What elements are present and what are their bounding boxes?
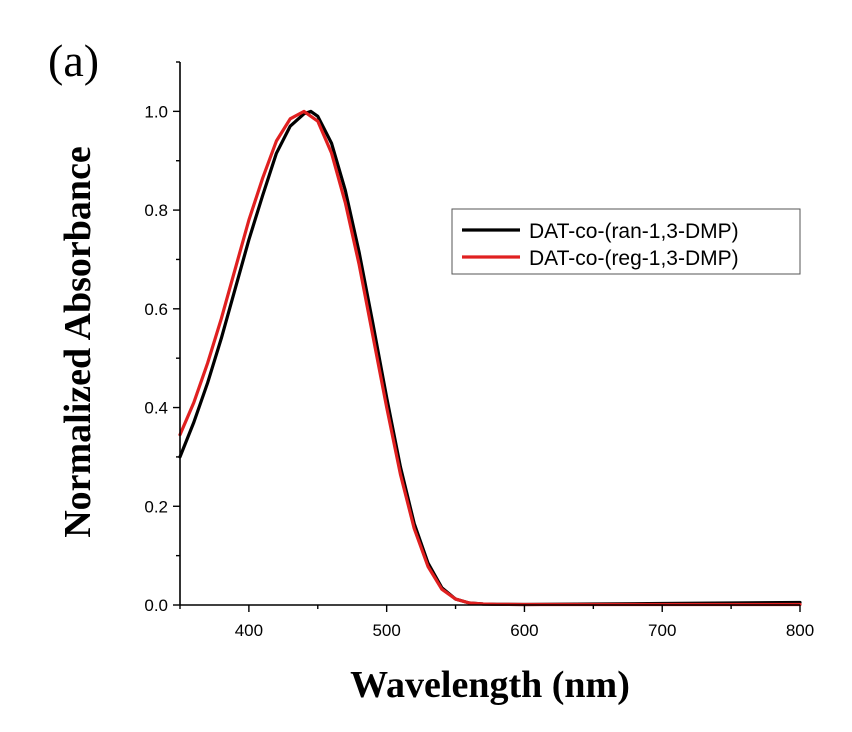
y-tick-label: 0.4 — [144, 399, 168, 418]
y-tick-label: 1.0 — [144, 102, 168, 121]
legend-box — [451, 208, 801, 275]
y-tick-label: 0.2 — [144, 497, 168, 516]
x-tick-label: 600 — [510, 621, 538, 640]
x-tick-label: 800 — [786, 621, 814, 640]
legend-label-2: DAT-co-(reg-1,3-DMP) — [529, 247, 739, 270]
x-axis-title: Wavelength (nm) — [350, 664, 630, 706]
y-axis-title: Normalized Absorbance — [57, 146, 99, 538]
x-tick-label: 700 — [648, 621, 676, 640]
x-ticks: 400 500 600 700 800 — [179, 605, 814, 640]
series-line-2 — [178, 109, 802, 607]
y-tick-label: 0.6 — [144, 300, 168, 319]
series-curves — [178, 109, 802, 607]
panel-label: (a) — [48, 35, 99, 86]
x-tick-label: 400 — [235, 621, 263, 640]
legend: DAT-co-(ran-1,3-DMP) DAT-co-(reg-1,3-DMP) — [451, 208, 801, 275]
series-line-1 — [178, 109, 802, 607]
legend-label-1: DAT-co-(ran-1,3-DMP) — [529, 220, 739, 243]
y-tick-label: 0.8 — [144, 201, 168, 220]
y-ticks: 0.0 0.2 0.4 0.6 0.8 1.0 — [144, 61, 180, 615]
y-tick-label: 0.0 — [144, 596, 168, 615]
x-tick-label: 500 — [372, 621, 400, 640]
